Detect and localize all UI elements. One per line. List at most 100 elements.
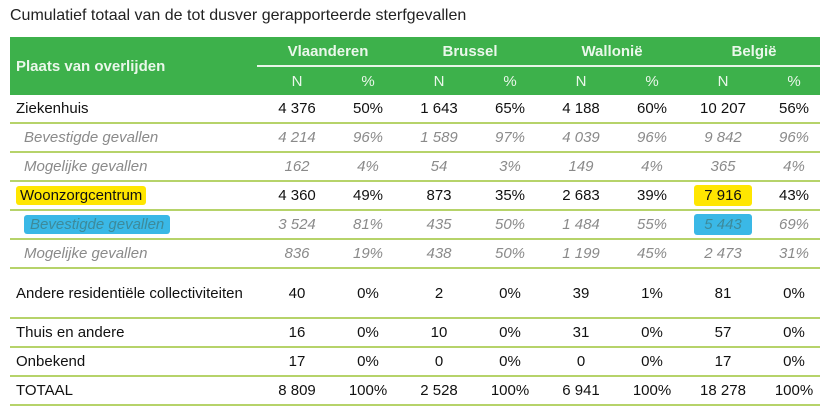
cell-value: 3%	[479, 152, 541, 182]
cell-value: 0%	[479, 318, 541, 348]
cell-value: 55%	[621, 210, 683, 240]
row-label: TOTAAL	[10, 376, 257, 406]
cell-value: 4 188	[541, 95, 621, 124]
cell-value: 4%	[337, 152, 399, 182]
row-label: Woonzorgcentrum	[10, 181, 257, 211]
cell-value: 4%	[763, 152, 820, 182]
row-label: Onbekend	[10, 347, 257, 377]
cell-value: 0%	[763, 347, 820, 377]
cell-value: 50%	[479, 210, 541, 240]
header-n: N	[541, 66, 621, 95]
cell-value: 162	[257, 152, 337, 182]
header-region-brussel: Brussel	[399, 37, 541, 67]
cell-value: 435	[399, 210, 479, 240]
cell-value: 96%	[337, 123, 399, 153]
cell-value: 2 528	[399, 376, 479, 406]
cell-value: 5 443	[683, 210, 763, 240]
cell-value: 69%	[763, 210, 820, 240]
cell-value: 0	[541, 347, 621, 377]
cell-value: 50%	[337, 95, 399, 124]
header-pct: %	[763, 66, 820, 95]
cell-value: 45%	[621, 239, 683, 269]
cell-value: 4 376	[257, 95, 337, 124]
cell-value: 1 199	[541, 239, 621, 269]
table-row-woonzorgcentrum: Woonzorgcentrum 4 360 49% 873 35% 2 683 …	[10, 181, 820, 211]
cell-value: 4 360	[257, 181, 337, 211]
cell-value: 18 278	[683, 376, 763, 406]
cell-value: 2	[399, 268, 479, 319]
cell-value: 100%	[621, 376, 683, 406]
table-row-ziekenhuis-mogelijk: Mogelijke gevallen 162 4% 54 3% 149 4% 3…	[10, 152, 820, 182]
deaths-table: Plaats van overlijden Vlaanderen Brussel…	[10, 37, 820, 406]
table-row-ziekenhuis: Ziekenhuis 4 376 50% 1 643 65% 4 188 60%…	[10, 95, 820, 124]
header-pct: %	[621, 66, 683, 95]
cell-value: 149	[541, 152, 621, 182]
table-row-woonzorgcentrum-bevestigd: Bevestigde gevallen 3 524 81% 435 50% 1 …	[10, 210, 820, 240]
cell-value: 0%	[479, 268, 541, 319]
table-row-andere-residentiele: Andere residentiële collectiviteiten 40 …	[10, 268, 820, 319]
cell-value: 96%	[763, 123, 820, 153]
cell-value: 81%	[337, 210, 399, 240]
header-region-belgie: België	[683, 37, 820, 67]
cell-value: 4%	[621, 152, 683, 182]
header-n: N	[257, 66, 337, 95]
table-caption: Cumulatief totaal van de tot dusver gera…	[10, 7, 467, 24]
cell-value: 96%	[621, 123, 683, 153]
table-row-woonzorgcentrum-mogelijk: Mogelijke gevallen 836 19% 438 50% 1 199…	[10, 239, 820, 269]
cell-value: 35%	[479, 181, 541, 211]
cell-value: 60%	[621, 95, 683, 124]
table-row-totaal: TOTAAL 8 809 100% 2 528 100% 6 941 100% …	[10, 376, 820, 406]
cell-value: 0%	[763, 318, 820, 348]
cell-value: 39	[541, 268, 621, 319]
cell-value: 0%	[337, 268, 399, 319]
cell-value: 836	[257, 239, 337, 269]
cell-value: 19%	[337, 239, 399, 269]
cell-value: 50%	[479, 239, 541, 269]
cell-value: 100%	[763, 376, 820, 406]
header-pct: %	[337, 66, 399, 95]
header-n: N	[399, 66, 479, 95]
row-label: Ziekenhuis	[10, 95, 257, 124]
cell-value: 54	[399, 152, 479, 182]
row-label: Mogelijke gevallen	[10, 152, 257, 182]
cell-value: 0	[399, 347, 479, 377]
cell-value: 56%	[763, 95, 820, 124]
cell-value: 0%	[337, 347, 399, 377]
cell-value: 49%	[337, 181, 399, 211]
cell-value: 4 039	[541, 123, 621, 153]
table-row-onbekend: Onbekend 17 0% 0 0% 0 0% 17 0%	[10, 347, 820, 377]
cell-value: 1 589	[399, 123, 479, 153]
cell-value: 873	[399, 181, 479, 211]
row-label: Bevestigde gevallen	[10, 123, 257, 153]
row-label: Thuis en andere	[10, 318, 257, 348]
cell-value: 10	[399, 318, 479, 348]
cell-value: 0%	[337, 318, 399, 348]
cell-value: 4 214	[257, 123, 337, 153]
cell-value: 65%	[479, 95, 541, 124]
cell-value: 31%	[763, 239, 820, 269]
cell-value: 81	[683, 268, 763, 319]
cell-value: 6 941	[541, 376, 621, 406]
cell-value: 365	[683, 152, 763, 182]
cell-value: 0%	[621, 347, 683, 377]
cell-value: 0%	[763, 268, 820, 319]
highlighted-value: 7 916	[694, 185, 752, 206]
row-label: Bevestigde gevallen	[10, 210, 257, 240]
header-place: Plaats van overlijden	[10, 37, 257, 95]
cell-value: 17	[683, 347, 763, 377]
highlighted-label: Bevestigde gevallen	[24, 215, 171, 234]
cell-value: 43%	[763, 181, 820, 211]
cell-value: 10 207	[683, 95, 763, 124]
cell-value: 57	[683, 318, 763, 348]
cell-value: 2 683	[541, 181, 621, 211]
cell-value: 16	[257, 318, 337, 348]
cell-value: 100%	[479, 376, 541, 406]
cell-value: 438	[399, 239, 479, 269]
cell-value: 3 524	[257, 210, 337, 240]
table-row-thuis: Thuis en andere 16 0% 10 0% 31 0% 57 0%	[10, 318, 820, 348]
cell-value: 40	[257, 268, 337, 319]
cell-value: 17	[257, 347, 337, 377]
highlighted-label: Woonzorgcentrum	[16, 186, 147, 205]
cell-value: 9 842	[683, 123, 763, 153]
cell-value: 0%	[479, 347, 541, 377]
